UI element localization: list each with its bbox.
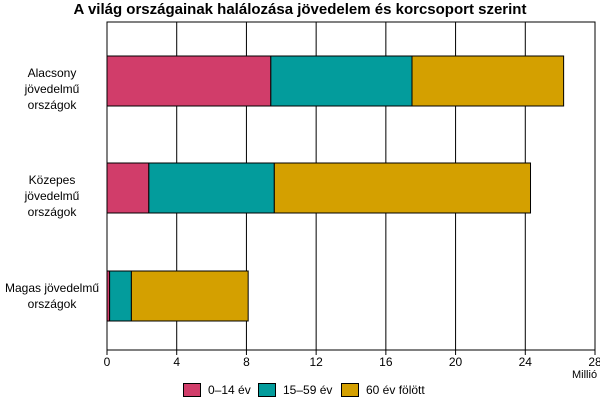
bar-segment bbox=[273, 162, 532, 214]
category-label-line: Alacsony jövedelmű bbox=[24, 66, 80, 96]
legend-label: 15–59 év bbox=[283, 383, 333, 397]
category-label-line: Magas jövedelmű bbox=[4, 281, 100, 295]
legend-item: 15–59 év bbox=[258, 382, 332, 398]
bar-segment bbox=[270, 55, 413, 107]
x-tick-label: 12 bbox=[309, 355, 323, 369]
x-tick-label: 28 bbox=[588, 355, 600, 369]
legend-item: 60 év fölött bbox=[341, 382, 425, 398]
bar-segment bbox=[130, 270, 249, 322]
category-label-line: országok bbox=[27, 297, 77, 311]
bars bbox=[106, 55, 565, 322]
x-tick-label: 4 bbox=[173, 355, 181, 369]
legend-label: 60 év fölött bbox=[366, 383, 425, 397]
x-tick-label: 24 bbox=[518, 355, 532, 369]
x-tick-label: 0 bbox=[103, 355, 111, 369]
x-unit-label: Millió bbox=[572, 369, 598, 381]
x-tick-label: 16 bbox=[379, 355, 393, 369]
chart-title: A világ országainak halálozása jövedelem… bbox=[73, 1, 527, 18]
category-label-line: országok bbox=[27, 205, 77, 219]
bar-segment bbox=[106, 162, 150, 214]
legend-swatch bbox=[258, 383, 276, 397]
category-label: Közepes jövedelmű országok bbox=[0, 172, 104, 220]
category-label-line: Közepes jövedelmű bbox=[24, 173, 80, 203]
category-label-line: országok bbox=[27, 98, 77, 112]
x-tick-label: 20 bbox=[448, 355, 463, 369]
axes bbox=[106, 350, 596, 355]
category-label: Magas jövedelmű országok bbox=[0, 280, 104, 312]
bar-segment bbox=[106, 55, 272, 107]
legend-item: 0–14 év bbox=[183, 382, 251, 398]
bar-segment bbox=[109, 270, 132, 322]
bar-segment bbox=[148, 162, 275, 214]
legend-swatch bbox=[341, 383, 359, 397]
legend-label: 0–14 év bbox=[208, 383, 251, 397]
bar-segment bbox=[411, 55, 565, 107]
legend-swatch bbox=[183, 383, 201, 397]
category-label: Alacsony jövedelmű országok bbox=[0, 65, 104, 113]
x-tick-label: 8 bbox=[243, 355, 250, 369]
